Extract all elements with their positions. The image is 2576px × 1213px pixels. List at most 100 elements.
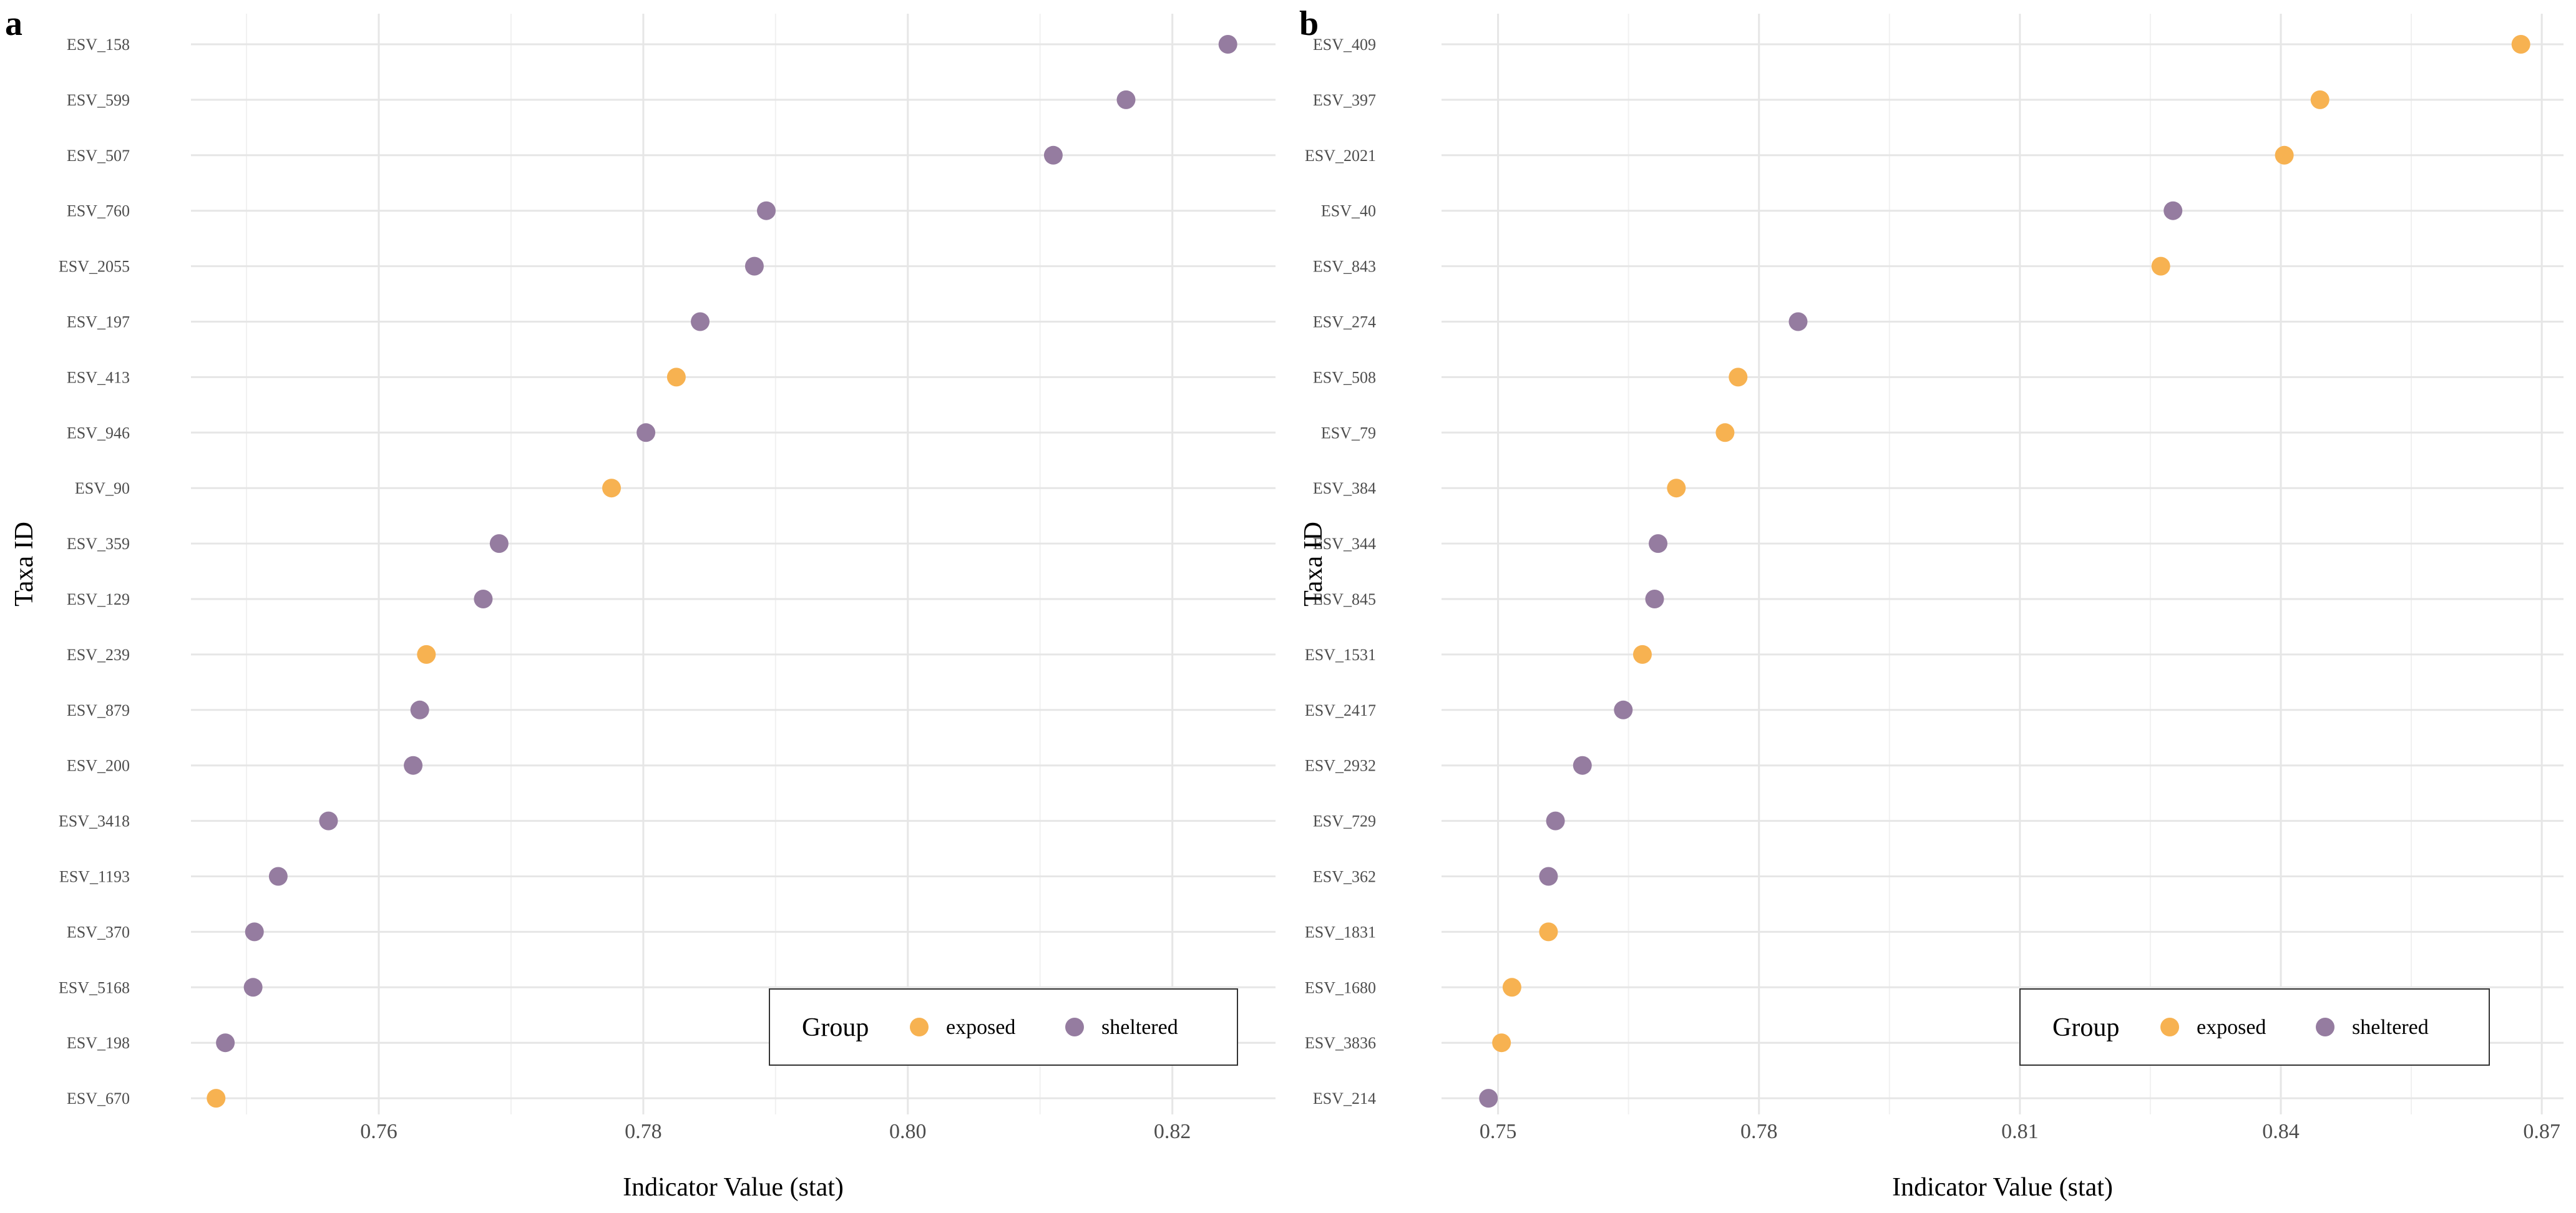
legend-exposed-marker <box>910 1018 929 1036</box>
gridlines <box>1442 14 2564 1114</box>
legend-sheltered-marker <box>2316 1018 2334 1036</box>
data-point-esv-1193 <box>268 867 288 886</box>
x-tick-label: 0.78 <box>625 1120 662 1143</box>
legend-sheltered-label: sheltered <box>1101 1016 1178 1039</box>
y-tick-label: ESV_508 <box>1313 368 1376 386</box>
legend-title: Group <box>2052 1013 2119 1042</box>
panel-letter: a <box>5 4 22 43</box>
data-point-esv-1680 <box>1502 978 1521 997</box>
data-point-esv-507 <box>1043 145 1063 165</box>
x-tick-label: 0.78 <box>1740 1120 1778 1143</box>
data-point-esv-5168 <box>243 978 263 997</box>
legend: Group exposed sheltered <box>2019 988 2490 1066</box>
data-points <box>207 35 1237 1108</box>
x-tick-label: 0.80 <box>889 1120 927 1143</box>
x-axis-title: Indicator Value (stat) <box>623 1173 844 1202</box>
x-tick-label: 0.81 <box>2001 1120 2039 1143</box>
y-tick-label: ESV_879 <box>67 701 130 719</box>
data-point-esv-2055 <box>744 256 764 276</box>
y-tick-label: ESV_845 <box>1313 590 1376 608</box>
y-tick-label: ESV_1193 <box>59 868 130 886</box>
data-point-esv-843 <box>2151 256 2170 276</box>
data-point-esv-239 <box>417 645 436 664</box>
data-point-esv-845 <box>1645 590 1664 608</box>
data-point-esv-344 <box>1649 534 1668 553</box>
y-tick-label: ESV_239 <box>67 646 130 664</box>
y-axis-title: Taxa ID <box>10 522 39 606</box>
y-tick-label: ESV_274 <box>1313 313 1376 331</box>
legend-exposed-label: exposed <box>2197 1016 2266 1039</box>
data-point-esv-129 <box>474 590 493 608</box>
data-point-esv-2021 <box>2275 145 2294 165</box>
y-tick-label: ESV_413 <box>67 368 130 386</box>
y-tick-label: ESV_370 <box>67 923 130 941</box>
y-tick-label: ESV_344 <box>1313 535 1376 553</box>
y-tick-label: ESV_409 <box>1313 36 1376 54</box>
y-tick-label: ESV_362 <box>1313 868 1376 886</box>
y-tick-label: ESV_3418 <box>59 812 130 831</box>
y-tick-label: ESV_197 <box>67 313 130 331</box>
legend: Group exposed sheltered <box>769 988 1238 1066</box>
x-axis-title: Indicator Value (stat) <box>1892 1173 2113 1202</box>
data-point-esv-879 <box>410 700 429 719</box>
y-tick-label: ESV_214 <box>1313 1089 1376 1108</box>
data-point-esv-1831 <box>1539 922 1558 942</box>
legend-exposed-marker <box>2160 1018 2179 1036</box>
x-tick-label: 0.87 <box>2523 1120 2560 1143</box>
x-tick-label: 0.84 <box>2262 1120 2300 1143</box>
data-point-esv-397 <box>2310 90 2330 109</box>
data-point-esv-3836 <box>1492 1033 1511 1053</box>
data-point-esv-158 <box>1218 35 1237 54</box>
y-axis-title: Taxa ID <box>1299 522 1328 606</box>
y-tick-label: ESV_843 <box>1313 258 1376 276</box>
legend-sheltered-marker <box>1065 1018 1084 1036</box>
y-tick-label: ESV_198 <box>67 1034 130 1052</box>
data-point-esv-946 <box>637 423 656 442</box>
y-tick-label: ESV_359 <box>67 535 130 553</box>
y-tick-label: ESV_670 <box>67 1089 130 1108</box>
data-point-esv-413 <box>666 368 686 387</box>
data-point-esv-2417 <box>1614 700 1633 719</box>
legend-exposed-label: exposed <box>946 1016 1015 1039</box>
x-tick-label: 0.75 <box>1480 1120 1517 1143</box>
legend-box <box>769 988 1238 1066</box>
y-tick-label: ESV_5168 <box>59 978 130 996</box>
y-tick-label: ESV_3836 <box>1305 1034 1376 1052</box>
y-tick-label: ESV_760 <box>67 202 130 220</box>
data-point-esv-40 <box>2164 201 2183 220</box>
data-point-esv-1531 <box>1632 645 1652 664</box>
y-tick-label: ESV_729 <box>1313 812 1376 831</box>
y-tick-label: ESV_2932 <box>1305 757 1376 775</box>
data-point-esv-670 <box>207 1089 226 1108</box>
data-point-esv-370 <box>245 922 264 942</box>
data-point-esv-729 <box>1546 811 1565 831</box>
gridlines <box>191 14 1276 1114</box>
y-tick-label: ESV_1680 <box>1305 978 1376 996</box>
y-tick-label: ESV_1831 <box>1305 923 1376 941</box>
y-tick-label: ESV_2055 <box>59 258 130 276</box>
y-tick-label: ESV_90 <box>75 479 130 497</box>
data-point-esv-760 <box>756 201 776 220</box>
data-point-esv-359 <box>489 534 509 553</box>
y-tick-label: ESV_507 <box>67 147 130 165</box>
data-point-esv-2932 <box>1573 756 1592 775</box>
legend-sheltered-label: sheltered <box>2352 1016 2429 1039</box>
y-tick-label: ESV_599 <box>67 91 130 109</box>
y-tick-label: ESV_79 <box>1321 424 1376 442</box>
data-point-esv-90 <box>602 479 622 498</box>
y-tick-label: ESV_2417 <box>1305 701 1376 719</box>
y-tick-label: ESV_1531 <box>1305 646 1376 664</box>
data-point-esv-384 <box>1667 479 1686 498</box>
data-point-esv-599 <box>1116 90 1136 109</box>
data-point-esv-198 <box>216 1033 235 1053</box>
data-point-esv-508 <box>1729 368 1748 387</box>
data-point-esv-274 <box>1788 312 1808 331</box>
x-tick-label: 0.76 <box>360 1120 398 1143</box>
y-tick-label: ESV_2021 <box>1305 147 1376 165</box>
data-point-esv-362 <box>1539 867 1558 886</box>
legend-title: Group <box>802 1013 869 1042</box>
data-point-esv-3418 <box>319 811 338 831</box>
data-point-esv-409 <box>2511 35 2530 54</box>
